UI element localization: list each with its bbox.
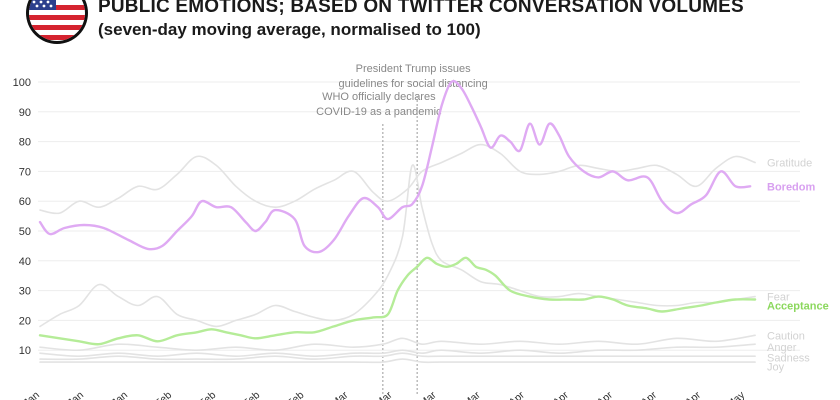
y-tick-label: 70 (19, 166, 31, 178)
x-tick-label: 1-Apr (499, 389, 527, 400)
series-lines (38, 79, 757, 364)
annotation-text: COVID-19 as a pandemic (316, 106, 442, 118)
x-tick-label: 8-Apr (544, 389, 572, 400)
x-axis-ticks: 7-Jan 20-Jan 27-Jan 5-Feb 12-Feb 19-Feb 26-Feb… (14, 389, 748, 400)
series-label-boredom: Boredom (767, 181, 816, 193)
series-label-acceptance: Acceptance (767, 301, 829, 313)
series-label-gratitude: Gratitude (767, 157, 812, 169)
x-tick-label: 22-Apr (627, 389, 659, 400)
series-label-anger: Anger (767, 342, 797, 354)
x-tick-label: 7-Jan (14, 389, 42, 400)
series-line-sadness (39, 352, 756, 361)
y-tick-label: 40 (19, 256, 31, 268)
annotation-text: President Trump issues (356, 63, 471, 75)
chart-header: PUBLIC EMOTIONS; BASED ON TWITTER CONVER… (0, 0, 840, 52)
series-label-caution: Caution (767, 330, 805, 342)
x-tick-label: 12-Feb (185, 389, 218, 400)
series-line-anger (39, 343, 756, 357)
series-line-boredom (38, 79, 752, 254)
x-tick-label: 29-Apr (671, 389, 703, 400)
y-tick-label: 90 (19, 107, 31, 119)
y-tick-label: 50 (19, 226, 31, 238)
series-line-joy (39, 358, 756, 364)
x-tick-label: 4-Mar (322, 389, 351, 400)
y-tick-label: 80 (19, 137, 31, 149)
series-line-acceptance (38, 256, 757, 346)
x-tick-label: 11-Mar (362, 389, 395, 400)
series-label-joy: Joy (767, 362, 785, 374)
x-tick-label: 19-Feb (229, 389, 262, 400)
y-tick-label: 10 (19, 345, 31, 357)
y-axis-ticks: 10 20 30 40 50 60 70 80 90 100 (13, 77, 31, 357)
x-tick-label: 27-Jan (98, 389, 130, 400)
x-tick-label: 26-Feb (273, 389, 306, 400)
x-tick-label: 18-Mar (405, 389, 439, 400)
y-tick-label: 20 (19, 315, 31, 327)
annotations: WHO officially declares COVID-19 as a pan… (316, 63, 488, 395)
series-label-sadness: Sadness (767, 353, 810, 365)
chart-subtitle: (seven-day moving average, normalised to… (98, 20, 481, 39)
y-tick-label: 30 (19, 286, 31, 298)
x-tick-label: 15-Apr (583, 389, 615, 400)
annotation-text: WHO officially declares (322, 91, 436, 103)
us-flag-icon (26, 0, 88, 44)
y-tick-label: 60 (19, 196, 31, 208)
grid-lines (38, 81, 800, 351)
y-tick-label: 100 (13, 77, 31, 89)
x-tick-label: 5-Feb (145, 389, 174, 400)
x-tick-label: 20-Jan (54, 389, 86, 400)
x-tick-label: 25-Mar (450, 389, 484, 400)
chart-title: PUBLIC EMOTIONS; BASED ON TWITTER CONVER… (98, 0, 744, 17)
series-line-caution (39, 334, 756, 352)
series-line-gratitude (39, 143, 756, 215)
series-label-fear: Fear (767, 292, 790, 304)
annotation-text: guidelines for social distancing (339, 78, 488, 90)
x-tick-label: 6-May (717, 389, 748, 400)
series-line-fear (39, 164, 756, 328)
